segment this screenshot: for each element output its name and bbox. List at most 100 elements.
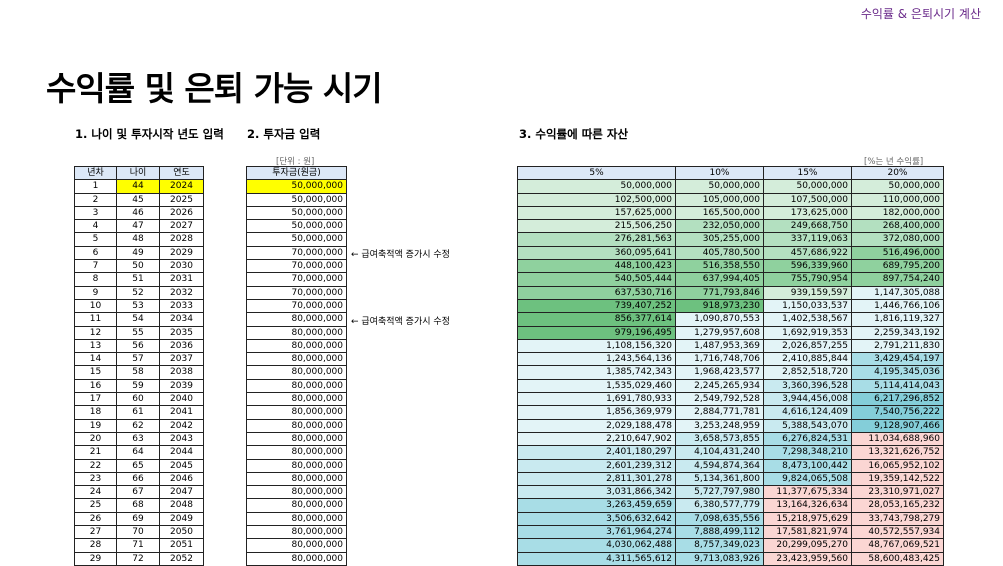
asset-cell: 8,473,100,442 bbox=[763, 458, 852, 473]
table-row: 29 72 2052 bbox=[74, 551, 204, 566]
year-cell: 2045 bbox=[159, 458, 204, 473]
table-row: 3 46 2026 bbox=[74, 205, 204, 221]
year-cell: 2042 bbox=[159, 418, 204, 433]
table-row: 1,535,029,460 2,245,265,934 3,360,396,528 5… bbox=[517, 378, 944, 394]
principal-cell[interactable]: 70,000,000 bbox=[246, 285, 347, 300]
asset-cell: 939,159,597 bbox=[763, 285, 852, 300]
year-cell: 2048 bbox=[159, 498, 204, 513]
table-row: 80,000,000 bbox=[246, 511, 347, 527]
year-cell: 2026 bbox=[159, 205, 204, 221]
table-row: 637,530,716 771,793,846 939,159,597 1,147,3… bbox=[517, 285, 944, 300]
asset-cell: 33,743,798,279 bbox=[851, 511, 944, 527]
table-row: 4,030,062,488 8,757,349,023 20,299,095,270… bbox=[517, 538, 944, 553]
age-cell[interactable]: 44 bbox=[116, 179, 160, 194]
asset-cell: 1,691,780,933 bbox=[517, 392, 676, 407]
asset-cell: 173,625,000 bbox=[763, 205, 852, 221]
asset-cell: 50,000,000 bbox=[851, 179, 944, 194]
principal-cell[interactable]: 50,000,000 bbox=[246, 232, 347, 247]
table-row: 80,000,000 bbox=[246, 445, 347, 460]
asset-cell: 249,668,750 bbox=[763, 219, 852, 234]
asset-cell: 40,572,557,934 bbox=[851, 525, 944, 540]
table-row: 70,000,000 bbox=[246, 245, 347, 261]
asset-cell: 1,385,742,343 bbox=[517, 365, 676, 380]
table-row: 28 71 2051 bbox=[74, 538, 204, 553]
year-index-cell: 27 bbox=[74, 525, 117, 540]
asset-cell: 689,795,200 bbox=[851, 259, 944, 274]
year-cell[interactable]: 2024 bbox=[159, 179, 204, 194]
principal-cell[interactable]: 80,000,000 bbox=[246, 365, 347, 380]
principal-cell[interactable]: 70,000,000 bbox=[246, 259, 347, 274]
principal-cell[interactable]: 80,000,000 bbox=[246, 378, 347, 394]
principal-cell[interactable]: 80,000,000 bbox=[246, 418, 347, 433]
principal-cell[interactable]: 80,000,000 bbox=[246, 485, 347, 500]
year-index-cell: 19 bbox=[74, 418, 117, 433]
principal-cell[interactable]: 80,000,000 bbox=[246, 445, 347, 460]
table-row: 70,000,000 bbox=[246, 285, 347, 300]
principal-cell[interactable]: 50,000,000 bbox=[246, 179, 347, 194]
age-cell: 49 bbox=[116, 245, 160, 261]
age-cell: 70 bbox=[116, 525, 160, 540]
table-row: 80,000,000 bbox=[246, 378, 347, 394]
principal-cell[interactable]: 80,000,000 bbox=[246, 538, 347, 553]
year-index-cell: 13 bbox=[74, 338, 117, 354]
salary-increase-note: ← 급여축적액 증가시 수정 bbox=[351, 249, 450, 260]
age-cell: 72 bbox=[116, 551, 160, 566]
principal-cell[interactable]: 70,000,000 bbox=[246, 245, 347, 261]
asset-cell: 739,407,252 bbox=[517, 298, 676, 314]
table-row: 5 48 2028 bbox=[74, 232, 204, 247]
year-index-cell: 22 bbox=[74, 458, 117, 473]
asset-cell: 516,496,000 bbox=[851, 245, 944, 261]
table-row: 2,601,239,312 4,594,874,364 8,473,100,442 1… bbox=[517, 458, 944, 473]
table-row: 19 62 2042 bbox=[74, 418, 204, 433]
table-row: 17 60 2040 bbox=[74, 392, 204, 407]
principal-cell[interactable]: 80,000,000 bbox=[246, 525, 347, 540]
year-index-cell: 21 bbox=[74, 445, 117, 460]
principal-cell[interactable]: 80,000,000 bbox=[246, 338, 347, 354]
year-cell: 2030 bbox=[159, 259, 204, 274]
year-index-cell: 24 bbox=[74, 485, 117, 500]
asset-cell: 337,119,063 bbox=[763, 232, 852, 247]
principal-cell[interactable]: 70,000,000 bbox=[246, 298, 347, 314]
principal-cell[interactable]: 80,000,000 bbox=[246, 498, 347, 513]
asset-cell: 5,114,414,043 bbox=[851, 378, 944, 394]
principal-cell[interactable]: 80,000,000 bbox=[246, 431, 347, 447]
asset-cell: 1,446,766,106 bbox=[851, 298, 944, 314]
table-row: 3,761,964,274 7,888,499,112 17,581,821,974… bbox=[517, 525, 944, 540]
age-cell: 67 bbox=[116, 485, 160, 500]
asset-cell: 3,761,964,274 bbox=[517, 525, 676, 540]
principal-cell[interactable]: 50,000,000 bbox=[246, 205, 347, 221]
table-row: 2 45 2025 bbox=[74, 192, 204, 207]
year-cell: 2034 bbox=[159, 312, 204, 327]
asset-cell: 405,780,500 bbox=[675, 245, 764, 261]
table-row: 3,031,866,342 5,727,797,980 11,377,675,334… bbox=[517, 485, 944, 500]
principal-cell[interactable]: 80,000,000 bbox=[246, 458, 347, 473]
asset-cell: 2,029,188,478 bbox=[517, 418, 676, 433]
principal-cell[interactable]: 80,000,000 bbox=[246, 511, 347, 527]
asset-cell: 4,311,565,612 bbox=[517, 551, 676, 566]
principal-cell[interactable]: 80,000,000 bbox=[246, 312, 347, 327]
brand-label: 수익률 & 은퇴시기 계산 bbox=[860, 7, 981, 21]
principal-cell[interactable]: 50,000,000 bbox=[246, 192, 347, 207]
principal-cell[interactable]: 80,000,000 bbox=[246, 551, 347, 566]
principal-cell[interactable]: 80,000,000 bbox=[246, 392, 347, 407]
principal-cell[interactable]: 80,000,000 bbox=[246, 471, 347, 487]
principal-cell[interactable]: 50,000,000 bbox=[246, 219, 347, 234]
table-row: 50,000,000 bbox=[246, 179, 347, 194]
year-index-cell: 9 bbox=[74, 285, 117, 300]
asset-cell: 110,000,000 bbox=[851, 192, 944, 207]
age-cell: 52 bbox=[116, 285, 160, 300]
asset-cell: 157,625,000 bbox=[517, 205, 676, 221]
asset-cell: 4,616,124,409 bbox=[763, 405, 852, 420]
principal-cell[interactable]: 80,000,000 bbox=[246, 325, 347, 340]
year-index-cell: 20 bbox=[74, 431, 117, 447]
principal-cell[interactable]: 80,000,000 bbox=[246, 405, 347, 420]
principal-cell[interactable]: 80,000,000 bbox=[246, 352, 347, 367]
unit-won-label: [단위 : 원] bbox=[276, 157, 315, 167]
table-row: 739,407,252 918,973,230 1,150,033,537 1,446… bbox=[517, 298, 944, 314]
asset-cell: 448,100,423 bbox=[517, 259, 676, 274]
principal-cell[interactable]: 70,000,000 bbox=[246, 272, 347, 287]
year-cell: 2051 bbox=[159, 538, 204, 553]
table-row: 856,377,614 1,090,870,553 1,402,538,567 1,8… bbox=[517, 312, 944, 327]
asset-cell: 3,253,248,959 bbox=[675, 418, 764, 433]
asset-cell: 1,716,748,706 bbox=[675, 352, 764, 367]
